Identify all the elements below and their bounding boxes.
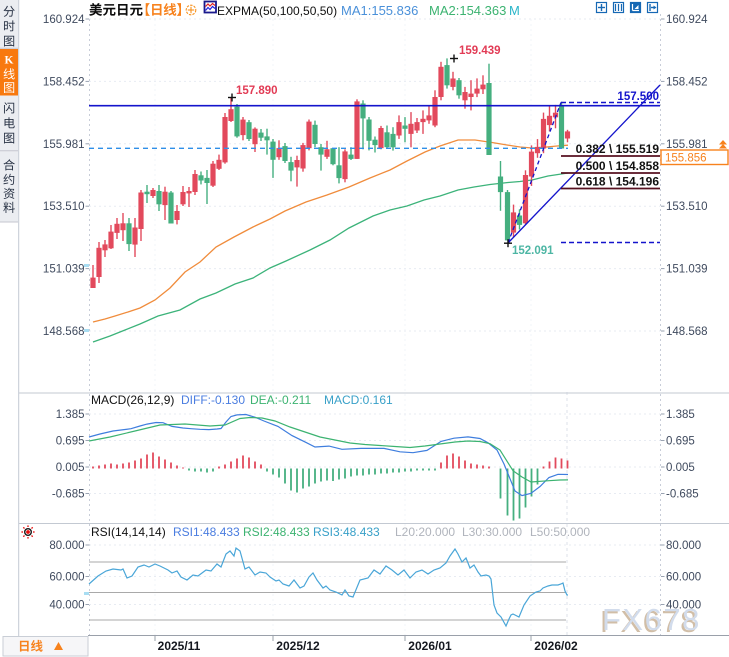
svg-text:2025/11: 2025/11 [158,639,201,653]
svg-text:EXPMA(50,100,50,50): EXPMA(50,100,50,50) [217,4,337,18]
svg-text:157.500: 157.500 [617,91,659,103]
svg-text:40.000: 40.000 [49,600,84,612]
svg-text:0.500 \ 154.858: 0.500 \ 154.858 [576,159,660,173]
svg-text:148.568: 148.568 [666,326,708,338]
svg-text:0.382 \ 155.519: 0.382 \ 155.519 [576,142,660,156]
svg-text:152.091: 152.091 [512,245,554,257]
svg-text:151.039: 151.039 [43,264,85,276]
svg-text:155.981: 155.981 [666,139,708,151]
svg-text:60.000: 60.000 [49,572,84,584]
svg-text:L20:20.000: L20:20.000 [395,525,455,539]
svg-text:159.439: 159.439 [459,45,501,57]
svg-text:RSI2:48.433: RSI2:48.433 [243,525,310,539]
svg-text:157.890: 157.890 [236,85,278,97]
svg-text:0.695: 0.695 [666,436,695,448]
svg-text:160.924: 160.924 [43,14,85,26]
svg-text:2025/12: 2025/12 [276,639,320,653]
svg-text:RSI3:48.433: RSI3:48.433 [313,525,380,539]
svg-text:RSI(14,14,14): RSI(14,14,14) [91,525,166,539]
svg-text:MACD(26,12,9): MACD(26,12,9) [91,393,174,407]
svg-text:80.000: 80.000 [666,540,701,552]
svg-text:0.618 \ 154.196: 0.618 \ 154.196 [576,175,660,189]
svg-text:2026/02: 2026/02 [534,639,578,653]
svg-text:153.510: 153.510 [666,201,708,213]
svg-text:DEA:-0.211: DEA:-0.211 [250,393,311,407]
svg-text:MACD:0.161: MACD:0.161 [324,393,393,407]
svg-text:148.568: 148.568 [43,326,85,338]
svg-text:L30:30.000: L30:30.000 [462,525,522,539]
svg-text:40.000: 40.000 [666,600,701,612]
svg-text:0.695: 0.695 [56,436,85,448]
svg-text:2026/01: 2026/01 [408,639,452,653]
svg-text:1.385: 1.385 [666,409,695,421]
svg-text:L50:50.000: L50:50.000 [530,525,590,539]
svg-text:80.000: 80.000 [49,540,84,552]
svg-text:K: K [5,55,14,67]
svg-text:160.924: 160.924 [666,14,708,26]
svg-text:DIFF:-0.130: DIFF:-0.130 [181,393,245,407]
svg-text:151.039: 151.039 [666,264,708,276]
svg-text:1.385: 1.385 [56,409,85,421]
svg-text:0.005: 0.005 [666,462,695,474]
svg-text:M: M [509,3,520,18]
svg-text:158.452: 158.452 [666,76,708,88]
svg-text:0.005: 0.005 [56,462,85,474]
svg-text:-0.685: -0.685 [52,489,85,501]
svg-text:155.856: 155.856 [665,153,707,165]
svg-text:RSI1:48.433: RSI1:48.433 [173,525,240,539]
svg-text:FX678: FX678 [602,602,701,637]
svg-text:MA2:154.363: MA2:154.363 [429,3,506,18]
svg-text:155.981: 155.981 [43,139,85,151]
svg-text:FX678: FX678 [600,604,699,639]
svg-text:MA1:155.836: MA1:155.836 [341,3,418,18]
svg-text:158.452: 158.452 [43,76,85,88]
svg-text:-0.685: -0.685 [666,489,699,501]
svg-text:60.000: 60.000 [666,572,701,584]
svg-text:153.510: 153.510 [43,201,85,213]
